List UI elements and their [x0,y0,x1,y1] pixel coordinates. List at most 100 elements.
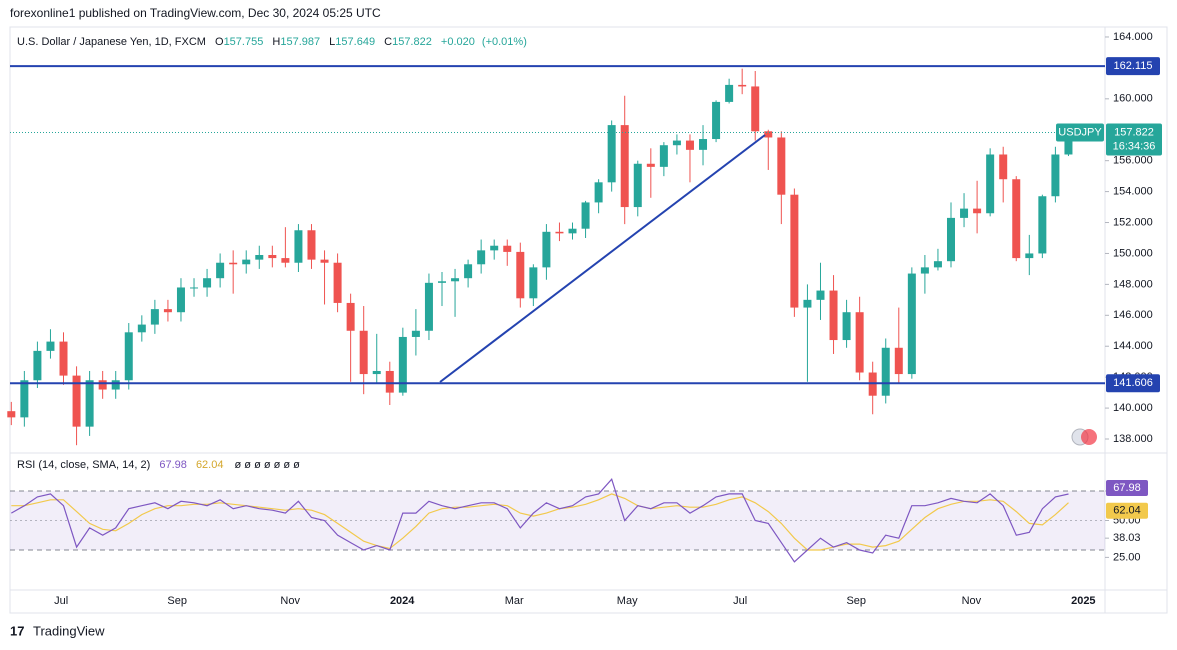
trend-line [439,134,766,383]
legend-value: 157.649 [335,36,375,48]
y-tick-label: 148.000 [1113,278,1153,290]
level-label-box [1106,374,1160,393]
publisher-line: forexonline1 published on TradingView.co… [10,6,381,20]
y-tick-label: 138.000 [1113,433,1153,445]
candle-body [646,163,655,167]
candle-body [633,163,642,208]
legend-value: 157.987 [280,36,320,48]
level-label: 141.606 [1113,377,1153,389]
candle-body [359,330,368,375]
candle-body [803,299,812,308]
candle-body [973,208,982,214]
candle-body [281,258,290,263]
candle-body [607,125,616,183]
candle-body [242,259,251,265]
y-tick-label: 150.000 [1113,247,1153,259]
legend-key: L [329,36,335,48]
candle-body [320,259,329,263]
legend-key: O [215,36,224,48]
legend-key: H [272,36,280,48]
candle-body [33,350,42,381]
value-label: 67.98 [1113,482,1141,494]
rsi-band-fill [10,490,1105,551]
candle-body [894,347,903,375]
value-label-box [1106,479,1148,496]
candle-body [111,380,120,390]
change-pct: (+0.01%) [482,36,527,48]
x-tick-label: Sep [167,595,187,607]
candle-body [72,375,81,427]
x-tick-label: Sep [846,595,866,607]
footer-brand: TradingView [33,623,105,638]
candle-body [294,230,303,263]
value-label: 62.04 [1113,505,1141,517]
last-price-box [1106,123,1162,156]
candle-body [411,330,420,337]
x-tick-label: Jul [733,595,747,607]
candle-body [725,84,734,102]
legend-value: 157.755 [224,36,264,48]
price-pane: 138.000140.000142.000144.000146.000148.0… [7,31,1162,446]
candle-body [20,380,29,418]
sma-legend-value: 62.04 [196,459,224,471]
rsi-legend-value: 67.98 [159,459,187,471]
candle-body [699,139,708,150]
y-tick-label: 164.000 [1113,31,1153,43]
candle-body [855,312,864,373]
change: +0.020 [441,36,475,48]
symbol-title: U.S. Dollar / Japanese Yen, 1D, FXCM [17,36,206,48]
price-legend: U.S. Dollar / Japanese Yen, 1D, FXCM O15… [17,36,527,48]
level-label: 162.115 [1114,60,1153,72]
x-tick-label: 2025 [1071,595,1095,607]
candle-body [751,86,760,132]
legend-icons: ø ø ø ø ø ø ø [235,459,301,471]
candle-body [216,262,225,279]
y-tick-label: 160.000 [1113,93,1153,105]
rsi-legend: RSI (14, close, SMA, 14, 2) 67.98 62.04 … [17,459,300,471]
candle-body [176,287,185,313]
candle-body [542,231,551,268]
y-tick-label: 140.000 [1113,402,1153,414]
candle-body [685,140,694,150]
candle-body [124,332,133,381]
candle-body [333,262,342,303]
candle-body [738,84,747,87]
symbol-box [1056,123,1104,142]
rsi-line [11,478,1069,563]
candle-body [385,370,394,393]
level-label-box [1106,57,1160,76]
candle-body [1038,196,1047,254]
candle-body [1064,131,1073,155]
candle-body [816,290,825,300]
candle-body [346,302,355,331]
symbol-label: USDJPY [1058,126,1102,138]
candle-body [229,262,238,265]
candle-body [933,261,942,268]
x-tick-label: Nov [962,595,982,607]
candle-body [777,137,786,195]
candle-body [98,380,107,390]
legend-key: C [384,36,392,48]
footer-logo: 17 [10,623,24,638]
candle-body [46,341,55,351]
candle-body [451,278,460,282]
candle-body [842,312,851,341]
candle-body [1051,154,1060,197]
x-tick-label: Jul [54,595,68,607]
candle-body [529,267,538,299]
candle-body [659,145,668,167]
candle-body [490,245,499,251]
sma-line [11,493,1069,551]
candle-body [503,245,512,252]
y-tick-label: 154.000 [1113,186,1153,198]
x-tick-label: 2024 [390,595,415,607]
candle-body [7,411,16,418]
candle-body [150,309,159,325]
candle-body [712,101,721,140]
candle-body [307,230,316,260]
candle-body [398,336,407,393]
candle-body [581,202,590,229]
